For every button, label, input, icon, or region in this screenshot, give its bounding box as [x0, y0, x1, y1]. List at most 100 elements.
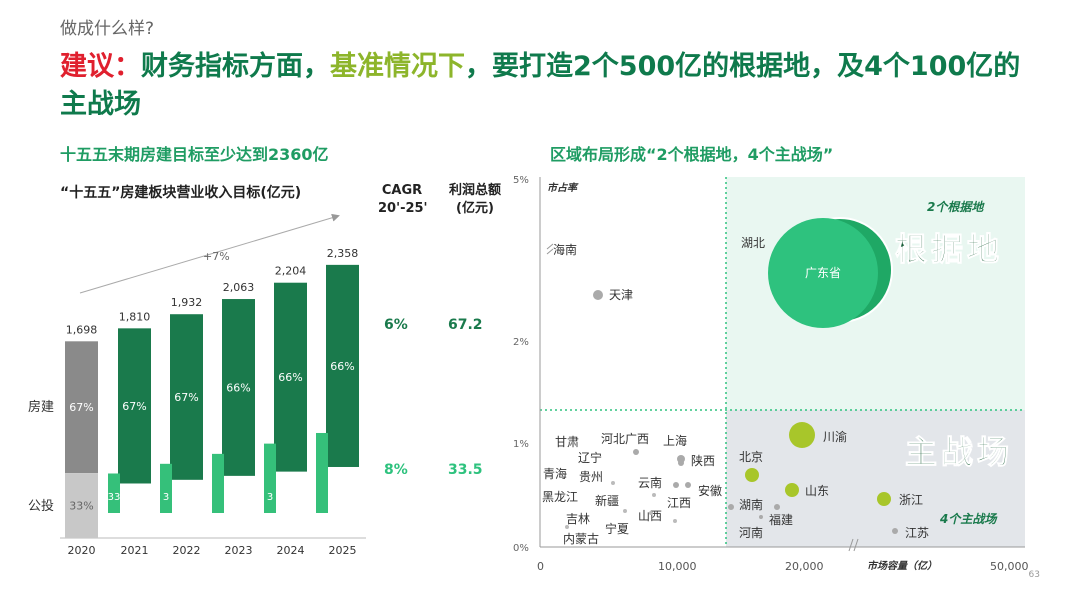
bar-category-label: 2025 [329, 544, 357, 557]
row-label-fangjian: 房建 [28, 399, 54, 415]
region-label-辽宁: 辽宁 [578, 450, 602, 465]
bar-category-label: 2020 [68, 544, 96, 557]
bubble-江西 [673, 482, 679, 488]
bar-fangjian-2025 [326, 264, 359, 467]
bubble-江苏 [892, 528, 898, 534]
small-region-dot [649, 511, 653, 515]
bubble-山东 [785, 483, 799, 497]
bubble-label-湖南: 湖南 [739, 497, 763, 512]
y-tick-2: 2% [513, 337, 529, 348]
row-label-gongtou: 公投 [28, 498, 54, 514]
region-label-宁夏: 宁夏 [605, 521, 629, 536]
bubble-河北广西 [633, 449, 639, 455]
kicker-text: 做成什么样? [60, 19, 155, 39]
bubble-label-河北广西: 河北广西 [601, 432, 649, 446]
bar-fangjian-2024 [274, 282, 307, 472]
bar-gongtou-2023 [212, 453, 224, 513]
bubble-label-湖北: 湖北 [741, 235, 765, 250]
bar-share-label: 3 [163, 492, 169, 503]
region-label-甘肃: 甘肃 [555, 435, 579, 449]
bar-share-label: 67% [174, 391, 198, 404]
profit-fangjian: 67.2 [448, 317, 483, 333]
bubble-label-江苏: 江苏 [905, 526, 929, 540]
region-label-青海: 青海 [543, 466, 567, 481]
x-tick-50000: 50,000 [990, 560, 1029, 573]
bubble-福建 [774, 504, 780, 510]
region-label-海南: 海南 [553, 242, 577, 257]
x-axis-label: 市场容量（亿） [867, 560, 937, 572]
profit-gongtou: 33.5 [448, 462, 483, 478]
bubble-天津 [593, 290, 603, 300]
bar-fangjian-2020 [65, 341, 98, 474]
quadrant-label-battle: 4个主战场 [939, 512, 998, 526]
cagr-gongtou: 8% [384, 462, 408, 478]
bar-category-label: 2024 [277, 544, 305, 557]
axis-break-y [546, 243, 554, 255]
bar-total-label: 1,698 [66, 323, 98, 336]
profit-header: 利润总额 (亿元) [448, 183, 501, 216]
headline-green-2: ，要打造2个500亿的根据地，及4个100亿的主战场 [60, 51, 1021, 120]
bar-gongtou-2025 [316, 432, 328, 513]
bar-gongtou-2020 [65, 473, 98, 538]
bar-category-label: 2023 [225, 544, 253, 557]
y-axis-label: 市占率 [547, 182, 579, 194]
right-section-title: 区域布局形成“2个根据地，4个主战场” [550, 145, 834, 164]
bar-share-label: 66% [226, 381, 250, 394]
bar-share-label: 66% [330, 360, 354, 373]
bubble-label-天津: 天津 [609, 288, 633, 302]
axis-break-x [848, 538, 859, 552]
bar-total-label: 2,358 [327, 247, 359, 260]
region-label-新疆: 新疆 [595, 493, 619, 508]
callout-base: 根据地 [895, 230, 1003, 268]
trend-label: +7% [203, 250, 230, 263]
bubble-label-山东: 山东 [805, 484, 829, 498]
bar-total-label: 2,204 [275, 265, 307, 278]
bubble-label-广东省: 广东省 [805, 266, 841, 280]
bar-total-label: 1,932 [171, 296, 203, 309]
bubble-label-陕西: 陕西 [691, 453, 715, 468]
region-label-贵州: 贵州 [579, 470, 603, 484]
quadrant-battle-bg [726, 410, 1025, 547]
bar-share-label: 3 [267, 492, 273, 503]
growth-trend-arrow [79, 213, 340, 294]
x-tick-10000: 10,000 [658, 560, 697, 573]
headline-green-1: 财务指标方面， [141, 51, 330, 82]
bar-gongtou-2024 [264, 443, 276, 513]
small-region-dot [611, 481, 615, 485]
small-region-dot [565, 525, 569, 529]
bar-share-label: 33 [108, 492, 121, 503]
bubble-label-北京: 北京 [739, 450, 763, 464]
bubble-浙江 [877, 492, 891, 506]
bar-gongtou-2022 [160, 463, 172, 513]
callout-battle: 主战场 [905, 433, 1013, 471]
bubble-广东省 [768, 218, 878, 328]
revenue-bar-chart: 房建 公投 +7% 67%33%1,698202067%331,81020216… [28, 213, 366, 557]
bar-total-label: 1,810 [119, 310, 151, 323]
bubble-label-上海: 上海 [663, 433, 687, 448]
cagr-header: CAGR 20'-25' [378, 183, 428, 216]
bar-chart-title: “十五五”房建板块营业收入目标(亿元) [60, 185, 302, 201]
bubble-label-浙江: 浙江 [899, 493, 923, 507]
bubble-北京 [745, 468, 759, 482]
region-label-云南: 云南 [638, 475, 662, 490]
y-tick-5: 5% [513, 175, 529, 186]
bubble-scatter-chart: 5% 2% 1% 0% 0 10,000 20,000 50,000 市占率 市… [513, 175, 1029, 573]
bubble-label-河南: 河南 [739, 525, 763, 540]
headline-lime: 基准情况下 [330, 51, 465, 82]
region-label-内蒙古: 内蒙古 [563, 531, 599, 546]
bar-total-label: 2,063 [223, 281, 255, 294]
y-tick-1: 1% [513, 439, 529, 450]
bar-fangjian-2022 [170, 314, 203, 480]
bar-fangjian-2023 [222, 299, 255, 476]
bubble-陕西 [678, 460, 684, 466]
bar-fangjian-2021 [118, 328, 151, 484]
x-tick-0: 0 [537, 560, 544, 573]
bar-share-label: 33% [69, 500, 93, 513]
y-tick-0: 0% [513, 543, 529, 554]
x-tick-20000: 20,000 [785, 560, 824, 573]
bubble-川渝 [789, 422, 815, 448]
bubble-label-安徽: 安徽 [698, 483, 722, 498]
bar-category-label: 2022 [173, 544, 201, 557]
bubble-label-江西: 江西 [667, 496, 691, 510]
page-number: 63 [1028, 570, 1040, 580]
